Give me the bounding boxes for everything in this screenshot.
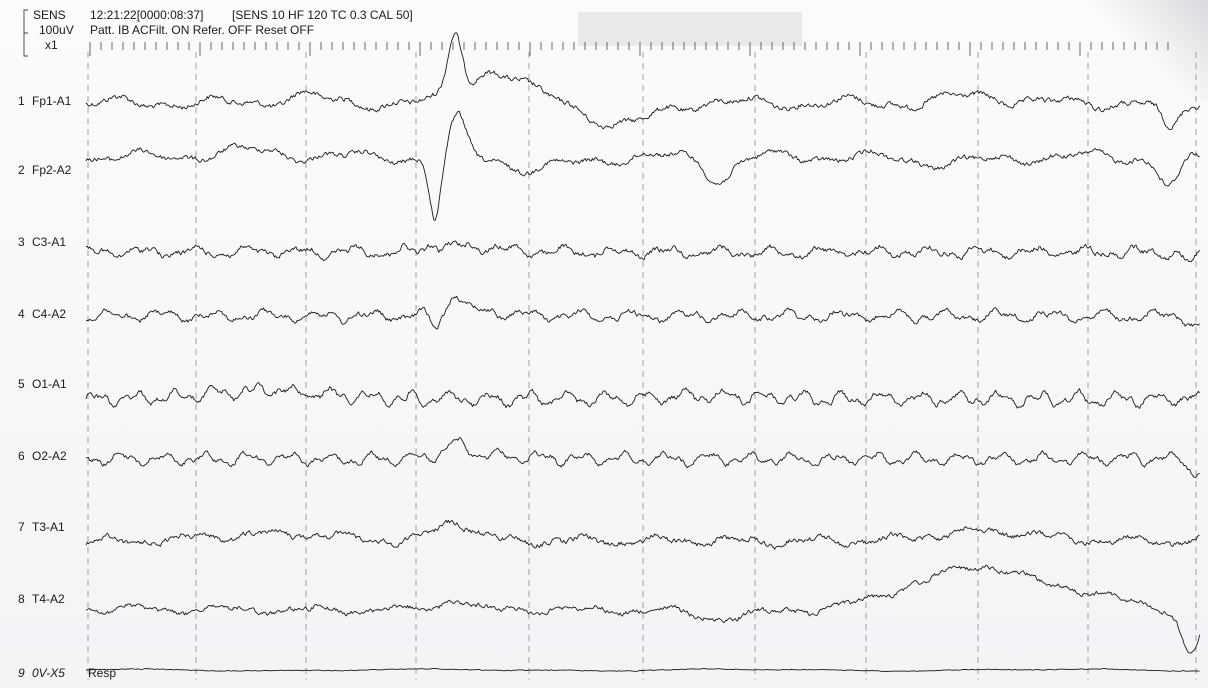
trace-fp1-a1 <box>85 32 1200 130</box>
trace-c4-a2 <box>85 295 1200 330</box>
trace-t3-a1 <box>85 519 1200 550</box>
channel-label-fp2-a2: 2 Fp2-A2 <box>18 163 72 177</box>
time-ticks <box>89 42 1169 56</box>
redacted-patient-info <box>578 12 802 46</box>
time-grid <box>87 52 1197 680</box>
channel-label-c3-a1: 3 C3-A1 <box>18 235 67 249</box>
channel-label-t4-a2: 8 T4-A2 <box>18 592 65 606</box>
calibration-bar <box>23 9 28 57</box>
trace-group <box>85 32 1201 672</box>
trace-o2-a2 <box>85 437 1200 478</box>
trace-0v-x5 <box>85 667 1200 672</box>
trace-fp2-a2 <box>85 110 1200 221</box>
channel-label-o1-a1: 5 O1-A1 <box>18 377 67 391</box>
sens-label: SENS <box>33 8 66 22</box>
trace-t4-a2 <box>85 564 1201 654</box>
calibration-bracket <box>23 9 28 57</box>
montage-settings: Patt. IB ACFilt. ON Refer. OFF Reset OFF <box>90 23 315 37</box>
sens-value: 100uV <box>39 23 74 37</box>
recording-settings: [SENS 10 HF 120 TC 0.3 CAL 50] <box>232 8 413 22</box>
recording-timestamp: 12:21:22[0000:08:37] <box>90 8 204 22</box>
channel-label-fp1-a1: 1 Fp1-A1 <box>18 94 72 108</box>
channel-label-0v-x5: 9 0V-X5 <box>18 666 65 680</box>
trace-c3-a1 <box>85 240 1200 263</box>
channel-label-t3-a1: 7 T3-A1 <box>18 520 65 534</box>
sens-multiplier: x1 <box>45 38 58 52</box>
channel-label-o2-a2: 6 O2-A2 <box>18 449 67 463</box>
channel-label-c4-a2: 4 C4-A2 <box>18 307 67 321</box>
trace-o1-a1 <box>85 382 1200 409</box>
